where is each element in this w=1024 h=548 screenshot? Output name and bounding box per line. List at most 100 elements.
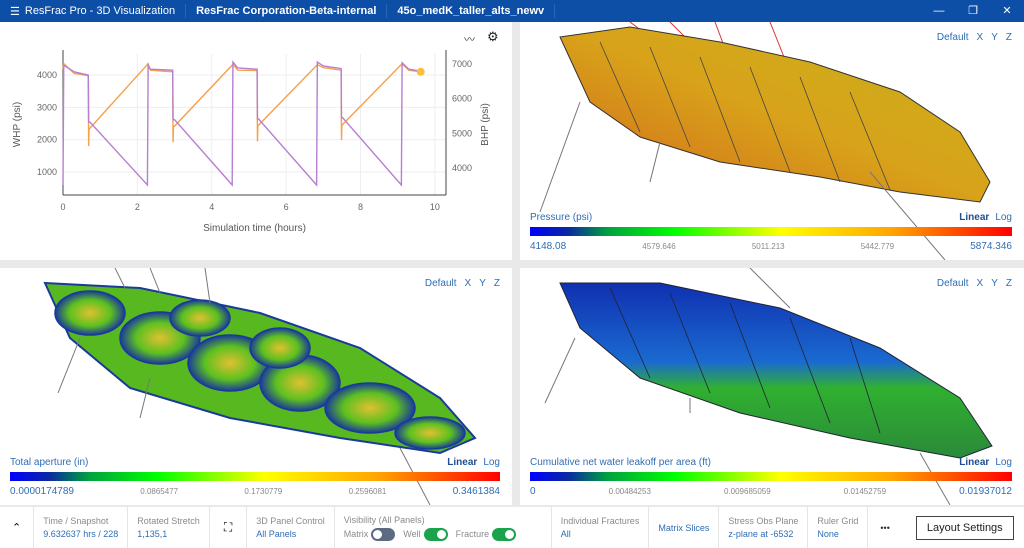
pressure-3d-panel[interactable]: Default X Y Z Pressure (psi) Linear Log 4148.… bbox=[520, 22, 1024, 260]
view-y[interactable]: Y bbox=[991, 32, 998, 43]
aperture-3d-panel[interactable]: Default X Y Z Total aperture (in) Linear Log … bbox=[0, 268, 512, 505]
tick: 0.0000174789 bbox=[10, 486, 74, 497]
colorbar-gradient bbox=[10, 472, 500, 481]
tick: 0.009685059 bbox=[723, 487, 771, 496]
footer-toolbar: ⌃ Time / Snapshot 9.632637 hrs / 228 Rota… bbox=[0, 507, 1024, 548]
app-title: ☰ ResFrac Pro - 3D Visualization bbox=[0, 4, 187, 18]
view-x[interactable]: X bbox=[976, 278, 984, 289]
scale-linear[interactable]: Linear bbox=[959, 212, 990, 223]
fracture-3d-view[interactable] bbox=[520, 268, 1024, 505]
colorbar-label: Cumulative net water leakoff per area (f… bbox=[530, 457, 712, 468]
colorbar-label: Pressure (psi) bbox=[530, 212, 593, 223]
tick: 0.0865477 bbox=[140, 487, 179, 496]
y2-tick-label: 4000 bbox=[452, 163, 472, 173]
x-tick-label: 4 bbox=[209, 202, 214, 212]
rotated-stretch[interactable]: Rotated Stretch 1,135,1 bbox=[128, 507, 210, 548]
view-z[interactable]: Z bbox=[1005, 278, 1012, 289]
y-axis-label: WHP (psi) bbox=[12, 102, 23, 147]
y-tick-label: 4000 bbox=[37, 70, 57, 80]
tick: 5011.213 bbox=[751, 242, 785, 251]
colorbar-gradient bbox=[530, 472, 1012, 481]
scale-log[interactable]: Log bbox=[995, 457, 1012, 468]
scale-linear[interactable]: Linear bbox=[959, 457, 990, 468]
logo-icon: ☰ bbox=[10, 5, 20, 18]
colorbar: Cumulative net water leakoff per area (f… bbox=[530, 457, 1012, 497]
view-default[interactable]: Default bbox=[936, 32, 969, 43]
tick: 0 bbox=[530, 486, 536, 497]
gear-icon[interactable]: ⚙ bbox=[487, 29, 499, 44]
view-y[interactable]: Y bbox=[991, 278, 998, 289]
current-time-marker bbox=[416, 67, 425, 76]
y2-axis-label: BHP (psi) bbox=[480, 103, 491, 146]
view-z[interactable]: Z bbox=[493, 278, 500, 289]
tick: 0.2596081 bbox=[348, 487, 387, 496]
tick: 4579.646 bbox=[642, 242, 676, 251]
view-x[interactable]: X bbox=[464, 278, 472, 289]
view-controls: Default X Y Z bbox=[425, 278, 500, 289]
y-tick-label: 2000 bbox=[37, 135, 57, 145]
series-line bbox=[62, 60, 421, 187]
fit-view-button[interactable]: ⛶ bbox=[210, 507, 248, 548]
tick: 4148.08 bbox=[530, 241, 567, 252]
tick: 5874.346 bbox=[970, 241, 1012, 252]
x-tick-label: 6 bbox=[284, 202, 289, 212]
more-button[interactable]: ••• bbox=[880, 522, 890, 533]
individual-fractures[interactable]: Individual Fractures All bbox=[552, 507, 650, 548]
restore-icon[interactable]: ❐ bbox=[968, 5, 978, 17]
organization[interactable]: ResFrac Corporation-Beta-internal bbox=[186, 4, 388, 18]
y2-tick-label: 7000 bbox=[452, 59, 472, 69]
series-line bbox=[62, 62, 421, 147]
x-tick-label: 0 bbox=[60, 202, 65, 212]
view-controls: Default X Y Z bbox=[937, 32, 1012, 43]
colorbar-gradient bbox=[530, 227, 1012, 236]
trend-icon[interactable]: 〰 bbox=[464, 34, 475, 46]
chart-panel: 〰 ⚙ 0 2 4 6 8 10 1000 2000 3000 4000 4000 5000 6000 7… bbox=[0, 22, 512, 260]
tick: 0.00484253 bbox=[608, 487, 651, 496]
view-default[interactable]: Default bbox=[424, 278, 457, 289]
view-z[interactable]: Z bbox=[1005, 32, 1012, 43]
panel-control[interactable]: 3D Panel Control All Panels bbox=[247, 507, 335, 548]
chevron-up-icon[interactable]: ⌃ bbox=[12, 522, 22, 534]
visibility: Visibility (All Panels) Matrix Well Fractu… bbox=[335, 507, 552, 548]
colorbar: Pressure (psi) Linear Log 4148.08 4579.646 5… bbox=[530, 212, 1012, 252]
y2-tick-label: 5000 bbox=[452, 128, 472, 138]
scale-log[interactable]: Log bbox=[995, 212, 1012, 223]
close-icon[interactable]: ✕ bbox=[1002, 5, 1012, 17]
tick: 0.01937012 bbox=[959, 486, 1012, 497]
tick: 0.3461384 bbox=[452, 486, 500, 497]
view-y[interactable]: Y bbox=[479, 278, 486, 289]
view-x[interactable]: X bbox=[976, 32, 984, 43]
layout-settings-button[interactable]: Layout Settings bbox=[915, 515, 1014, 540]
x-tick-label: 2 bbox=[135, 202, 140, 212]
scale-log[interactable]: Log bbox=[483, 457, 500, 468]
tick: 5442.779 bbox=[860, 242, 895, 251]
matrix-toggle[interactable] bbox=[371, 527, 396, 541]
colorbar-label: Total aperture (in) bbox=[10, 457, 89, 468]
tick: 0.01452759 bbox=[843, 487, 887, 496]
stress-obs-plane[interactable]: Stress Obs Plane z-plane at -6532 bbox=[719, 507, 809, 548]
pressure-chart[interactable]: 0 2 4 6 8 10 1000 2000 3000 4000 4000 5000 6000 7000 S… bbox=[0, 22, 512, 260]
project-name[interactable]: 45o_medK_taller_alts_newv bbox=[387, 4, 556, 18]
x-tick-label: 8 bbox=[358, 202, 363, 212]
minimize-icon[interactable]: — bbox=[933, 5, 945, 17]
view-controls: Default X Y Z bbox=[937, 278, 1012, 289]
scale-linear[interactable]: Linear bbox=[447, 457, 478, 468]
collapse-button[interactable]: ⌃ bbox=[0, 507, 35, 548]
fracture-3d-view[interactable] bbox=[0, 268, 512, 505]
matrix-slices-button[interactable]: Matrix Slices bbox=[649, 507, 720, 548]
well-toggle[interactable] bbox=[423, 527, 448, 541]
ruler-grid[interactable]: Ruler Grid None bbox=[808, 507, 869, 548]
fit-view-icon[interactable]: ⛶ bbox=[223, 520, 233, 534]
colorbar: Total aperture (in) Linear Log 0.000017478… bbox=[10, 457, 500, 497]
x-axis-label: Simulation time (hours) bbox=[203, 223, 306, 234]
fracture-toggle[interactable] bbox=[492, 527, 517, 541]
view-default[interactable]: Default bbox=[936, 278, 969, 289]
leakoff-3d-panel[interactable]: Default X Y Z Cumulative net water leakoff … bbox=[520, 268, 1024, 505]
fracture-3d-view[interactable] bbox=[520, 22, 1024, 260]
tick: 0.1730779 bbox=[244, 487, 283, 496]
title-bar: ☰ ResFrac Pro - 3D Visualization ResFrac … bbox=[0, 0, 1024, 22]
y2-tick-label: 6000 bbox=[452, 94, 472, 104]
y-tick-label: 1000 bbox=[37, 167, 57, 177]
x-tick-label: 10 bbox=[430, 202, 440, 212]
time-snapshot[interactable]: Time / Snapshot 9.632637 hrs / 228 bbox=[34, 507, 129, 548]
